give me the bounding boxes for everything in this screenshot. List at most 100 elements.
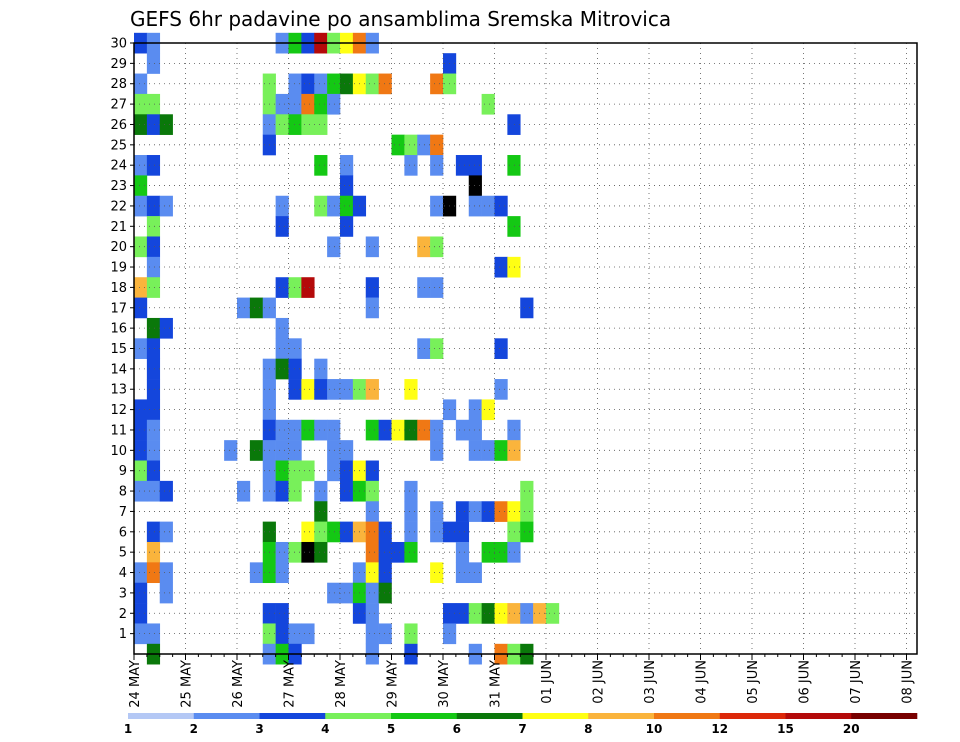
heatmap-cell	[340, 195, 354, 217]
heatmap-cell	[378, 582, 392, 604]
heatmap-cell	[378, 419, 392, 441]
heatmap-cell	[146, 338, 161, 359]
heatmap-cell	[391, 419, 405, 441]
y-tick-label: 8	[119, 485, 127, 500]
heatmap-cell	[159, 317, 173, 339]
x-tick-label: 31 MAY	[489, 660, 504, 708]
y-tick-label: 11	[110, 423, 127, 438]
heatmap-cell	[455, 562, 470, 584]
y-tick-label: 27	[110, 98, 127, 113]
heatmap-cell	[159, 562, 173, 584]
heatmap-cell	[378, 562, 392, 584]
heatmap-cell	[340, 216, 354, 237]
heatmap-cell	[507, 440, 521, 461]
heatmap-cell	[327, 419, 341, 441]
heatmap-cell	[365, 73, 379, 95]
colorbar-label: 1	[124, 722, 132, 736]
y-tick-label: 12	[110, 403, 127, 418]
heatmap-cell	[288, 379, 302, 400]
heatmap-cell	[134, 73, 148, 95]
colorbar-label: 10	[646, 722, 663, 736]
heatmap-cell	[378, 541, 392, 563]
heatmap-cell	[159, 114, 173, 135]
heatmap-cell	[430, 419, 444, 441]
y-tick-label: 19	[110, 261, 127, 276]
heatmap-cell	[365, 379, 379, 400]
heatmap-cell	[146, 440, 161, 461]
heatmap-cell	[507, 603, 521, 624]
heatmap-cell	[134, 562, 148, 584]
heatmap-cell	[146, 317, 161, 339]
heatmap-cell	[430, 338, 444, 359]
heatmap-cell	[275, 338, 289, 359]
heatmap-cell	[314, 419, 328, 441]
colorbar-segment	[588, 713, 655, 719]
x-tick-label: 02 JUN	[592, 660, 607, 704]
heatmap-cell	[275, 541, 289, 563]
heatmap-cell	[301, 623, 315, 645]
heatmap-cell	[430, 440, 444, 461]
y-tick-label: 29	[110, 57, 127, 72]
heatmap-cell	[365, 582, 379, 604]
heatmap-cell	[404, 155, 418, 176]
heatmap-cell	[494, 379, 508, 400]
heatmap-cell	[301, 419, 315, 441]
heatmap-cell	[404, 623, 418, 645]
y-tick-label: 14	[110, 362, 127, 377]
heatmap-cell	[146, 256, 161, 278]
heatmap-cell	[417, 277, 431, 298]
heatmap-cell	[494, 195, 508, 217]
heatmap-cell	[275, 277, 289, 298]
heatmap-cell	[288, 480, 302, 502]
heatmap-cell	[275, 317, 289, 339]
x-tick-label: 07 JUN	[849, 660, 864, 704]
heatmap-cell	[546, 603, 560, 624]
heatmap-cell	[288, 541, 302, 563]
heatmap-cell	[507, 114, 521, 135]
heatmap-cell	[327, 379, 341, 400]
heatmap-cell	[365, 297, 379, 319]
y-tick-label: 10	[110, 444, 127, 459]
heatmap-cell	[494, 603, 508, 624]
heatmap-cell	[404, 521, 418, 543]
heatmap-cell	[314, 93, 328, 115]
heatmap-cell	[146, 155, 161, 176]
heatmap-cell	[520, 480, 534, 502]
heatmap-cell	[134, 480, 148, 502]
heatmap-cell	[507, 155, 521, 176]
heatmap-cell	[275, 440, 289, 461]
heatmap-cell	[146, 460, 161, 482]
heatmap-cell	[159, 582, 173, 604]
colorbar-segment	[654, 713, 721, 719]
y-tick-label: 22	[110, 199, 127, 214]
heatmap-cell	[275, 195, 289, 217]
heatmap-cell	[146, 419, 161, 441]
y-tick-label: 25	[110, 138, 127, 153]
heatmap-cell	[301, 521, 315, 543]
heatmap-cell	[417, 134, 431, 156]
heatmap-cell	[288, 440, 302, 461]
colorbar-segment	[456, 713, 523, 719]
colorbar-segment	[259, 713, 326, 719]
heatmap-cell	[430, 236, 444, 258]
heatmap-cell	[404, 501, 418, 522]
y-tick-label: 24	[110, 159, 127, 174]
heatmap-cell	[134, 399, 148, 421]
heatmap-cell	[430, 134, 444, 156]
heatmap-cell	[134, 419, 148, 441]
heatmap-cell	[365, 419, 379, 441]
heatmap-cell	[481, 93, 495, 115]
heatmap-cell	[468, 155, 482, 176]
heatmap-cell	[520, 501, 534, 522]
heatmap-cell	[275, 460, 289, 482]
heatmap-cell	[146, 236, 161, 258]
x-tick-label: 25 MAY	[180, 660, 195, 708]
heatmap-cell	[314, 480, 328, 502]
heatmap-cell	[468, 562, 482, 584]
heatmap-cell	[365, 562, 379, 584]
heatmap-cell	[134, 623, 148, 645]
heatmap-cell	[481, 603, 495, 624]
heatmap-cell	[275, 480, 289, 502]
heatmap-cell	[327, 236, 341, 258]
heatmap-cell	[494, 256, 508, 278]
